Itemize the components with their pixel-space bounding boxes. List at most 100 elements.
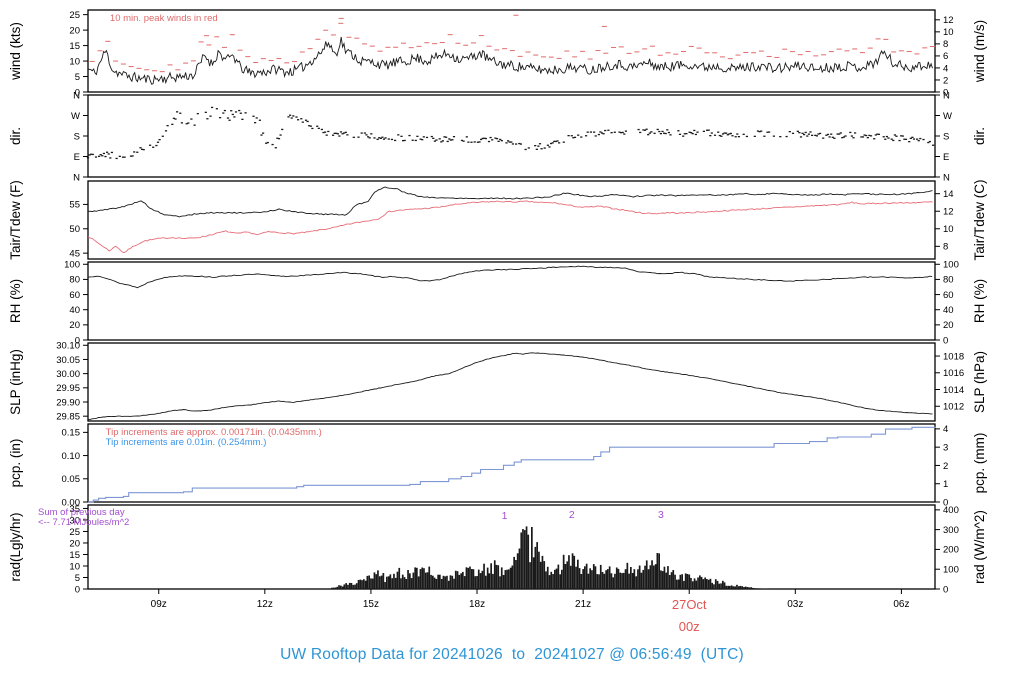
rad-bar [707,579,710,589]
series-precip-cumulative [88,426,936,503]
y-tick-label-left: 50 [69,224,80,235]
rad-bar [637,569,639,589]
rad-bar [720,583,722,589]
dir-dot [869,135,873,137]
dir-dot [659,133,662,135]
y-tick-label-left: 0.05 [62,474,81,485]
rad-bar [559,574,561,589]
y-tick-label-left: 0.15 [62,428,81,439]
rad-bar [573,555,576,589]
dir-dot [742,133,745,135]
rad-bar [587,573,590,589]
dir-dot [430,135,433,138]
dir-dot [801,132,804,134]
dir-dot [222,112,225,114]
dir-dot [830,133,833,135]
dir-dot [573,136,577,138]
dir-dot [709,135,712,137]
dir-dot [174,118,177,120]
dir-dot [863,134,866,136]
dir-dot [244,112,247,114]
rad-bar [656,553,659,589]
dir-dot [678,133,682,135]
dir-dot [664,132,667,135]
rad-bar [373,572,376,589]
rad-bar [341,586,344,589]
x-tick-label: 18z [469,599,485,610]
dir-dot [661,130,664,133]
dir-dot [604,129,607,132]
rad-bar [638,565,641,589]
dir-dot [297,119,300,121]
dir-dot [550,142,553,145]
dir-dot [231,113,234,116]
dir-dot [804,131,807,134]
rad-bar [380,575,383,589]
dir-dot [336,133,339,135]
rad-bar [352,584,355,589]
dir-dot [593,131,596,133]
rad-bar [364,580,367,589]
dir-dot [433,140,436,142]
annotation: Tip increments are 0.01in. (0.254mm.) [106,437,267,448]
dir-dot [653,132,656,134]
dir-dot [718,134,721,137]
rad-bar [470,569,473,589]
y-tick-label-left: 20 [69,25,80,36]
rad-bar [370,578,372,589]
dir-dot [179,112,182,114]
dir-dot [796,130,799,132]
dir-dot [696,131,699,133]
y-tick-label-left: 0 [75,87,80,98]
rad-bar [405,579,408,589]
dir-dot [556,140,559,142]
panel-pcp: 0.00 0.05 0.10 0.15 0 1 2 3 4 pcp. (in) pcp. (mm) T… [8,423,987,508]
dir-dot [524,148,527,151]
dir-dot [438,138,441,140]
rad-bar [700,576,703,589]
rad-bar [440,578,443,589]
dir-dot [172,117,175,119]
dir-dot [254,122,257,124]
dir-dot [510,141,513,143]
rad-bar [508,569,510,589]
y-tick-label-left: 0 [75,335,80,346]
rad-bar [432,575,434,589]
rad-bar [658,553,660,589]
rad-bar [759,588,761,589]
panel-frame-slp [87,342,936,422]
rad-bar [499,576,501,589]
rad-bar [757,588,759,589]
rad-bar [589,568,591,589]
rad-bar [716,580,719,589]
dir-dot [335,132,338,134]
tair-path [87,186,933,218]
rad-bar [394,577,397,589]
y-tick-label-left: 45 [69,248,80,259]
rad-bar [628,573,630,589]
rad-bar [640,572,643,589]
rad-bar [477,569,480,589]
rad-bar [363,579,365,589]
dir-dot [758,131,761,133]
dir-dot [685,133,688,135]
rad-bar [617,568,620,589]
dir-dot [367,136,370,138]
rad-bar [495,564,498,589]
dir-dot [884,138,887,140]
dir-dot [677,130,680,132]
rad-bar [722,580,724,589]
dir-dot [223,109,226,112]
dir-dot [736,133,739,135]
dir-dot [421,139,424,141]
rad-bar [608,566,611,589]
dir-dot [624,130,627,132]
rad-bar [534,546,537,589]
rad-bar [430,574,432,589]
dir-dot [928,140,931,143]
dir-dot [451,139,454,141]
y-tick-label-right: 8 [943,39,948,50]
dir-dot [538,143,542,145]
axis-label-right-rad: rad (W/m^2) [972,510,987,584]
